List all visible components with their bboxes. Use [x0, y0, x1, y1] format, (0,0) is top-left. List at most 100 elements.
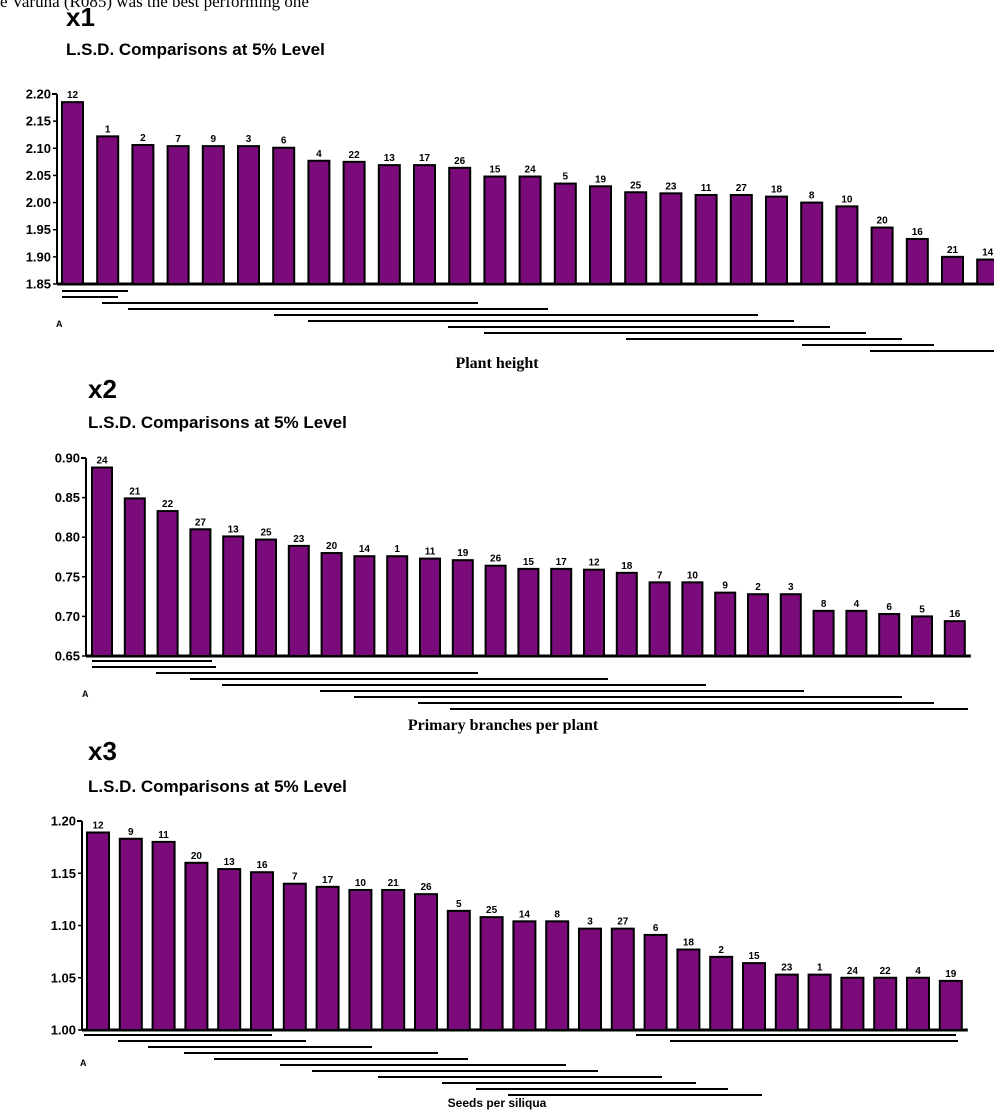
bar — [413, 164, 436, 285]
bar — [518, 175, 542, 285]
bar-label: 19 — [595, 174, 607, 185]
bar-label: 2 — [755, 582, 761, 593]
y-tick-label: 0.75 — [55, 569, 80, 584]
y-tick-label: 2.10 — [26, 141, 51, 156]
bar — [272, 146, 296, 285]
bar — [118, 837, 143, 1032]
bar-label: 5 — [919, 604, 925, 615]
chart-primary-branches: x2 L.S.D. Comparisons at 5% Level A Prim… — [55, 374, 971, 734]
bar-label: 25 — [630, 180, 642, 191]
bar — [250, 871, 274, 1032]
bar-label: 23 — [781, 963, 793, 974]
bar — [166, 145, 190, 285]
y-tick-label: 0.70 — [55, 609, 80, 624]
bar — [765, 195, 788, 286]
bar — [419, 557, 441, 657]
bar — [870, 226, 894, 286]
y-tick-label: 1.10 — [51, 918, 76, 933]
bar-label: 20 — [877, 216, 889, 227]
bar — [451, 559, 474, 658]
bar-label: 8 — [554, 909, 560, 920]
bar — [800, 201, 824, 285]
bar — [512, 920, 537, 1032]
bar-label: 8 — [821, 599, 827, 610]
bar-label: 15 — [489, 165, 501, 176]
bar — [377, 164, 401, 285]
chart-caption: Seeds per siliqua — [448, 1096, 547, 1110]
bar-label: 21 — [947, 245, 959, 256]
bar — [414, 893, 438, 1032]
bar-label: 5 — [563, 172, 569, 183]
bar — [906, 976, 930, 1031]
bar — [61, 101, 84, 286]
bar-label: 8 — [809, 191, 815, 202]
bar-label: 26 — [454, 156, 466, 167]
bar-label: 23 — [665, 181, 677, 192]
bar-label: 19 — [945, 969, 957, 980]
y-tick-label: 0.90 — [55, 451, 80, 466]
bar — [282, 882, 307, 1032]
bar-label: 17 — [556, 557, 568, 568]
bar — [709, 955, 734, 1031]
bar — [201, 145, 225, 285]
bar-label: 15 — [523, 557, 535, 568]
bar — [714, 591, 737, 658]
bar — [386, 555, 409, 658]
bar — [835, 205, 859, 285]
bar-label: 12 — [92, 820, 104, 831]
bar-label: 22 — [880, 966, 892, 977]
bar-label: 2 — [140, 133, 146, 144]
bar — [643, 933, 668, 1032]
bar-label: 7 — [292, 872, 298, 883]
bar — [315, 885, 340, 1032]
bar-label: 11 — [158, 830, 169, 841]
bar-label: 3 — [587, 917, 593, 928]
bar — [479, 916, 504, 1032]
bar-label: 6 — [886, 602, 892, 613]
bar — [812, 609, 835, 658]
bar — [742, 962, 766, 1031]
bar-label: 7 — [175, 134, 181, 145]
bar — [905, 237, 929, 285]
bar-label: 13 — [224, 857, 236, 868]
bar — [578, 927, 602, 1032]
bar-label: 2 — [718, 945, 724, 956]
bar-label: 14 — [982, 248, 994, 259]
bar-label: 9 — [128, 827, 134, 838]
bar — [353, 555, 376, 658]
chart-title: x1 — [66, 2, 95, 32]
bar-label: 12 — [67, 90, 79, 101]
bar-label: 24 — [525, 165, 537, 176]
bar — [123, 497, 146, 657]
bar — [659, 192, 683, 285]
bar — [681, 581, 704, 657]
y-tick-label: 0.85 — [55, 490, 80, 505]
bar-label: 13 — [228, 524, 240, 535]
chart-caption: Primary branches per plant — [408, 717, 599, 734]
bar-label: 6 — [653, 923, 659, 934]
bar-label: 1 — [105, 124, 111, 135]
bar-label: 3 — [788, 582, 794, 593]
bar-label: 26 — [420, 882, 432, 893]
chart-subtitle: L.S.D. Comparisons at 5% Level — [88, 413, 347, 432]
y-tick-label: 1.05 — [51, 970, 76, 985]
bar — [911, 615, 933, 658]
bar-label: 16 — [256, 860, 268, 871]
y-tick-label: 2.05 — [26, 168, 51, 183]
y-tick-label: 1.95 — [26, 222, 51, 237]
bar — [943, 620, 966, 657]
bar-label: 22 — [162, 499, 174, 510]
bar — [747, 593, 769, 657]
bar — [941, 255, 964, 286]
bar-label: 26 — [490, 554, 502, 565]
bar — [483, 175, 507, 285]
bar — [774, 973, 799, 1031]
y-tick-label: 1.85 — [26, 277, 51, 292]
bar — [342, 160, 366, 286]
y-tick-label: 2.00 — [26, 195, 51, 210]
bar-label: 6 — [281, 136, 287, 147]
bar — [307, 159, 331, 285]
bar — [448, 166, 472, 285]
bar-label: 7 — [657, 570, 663, 581]
